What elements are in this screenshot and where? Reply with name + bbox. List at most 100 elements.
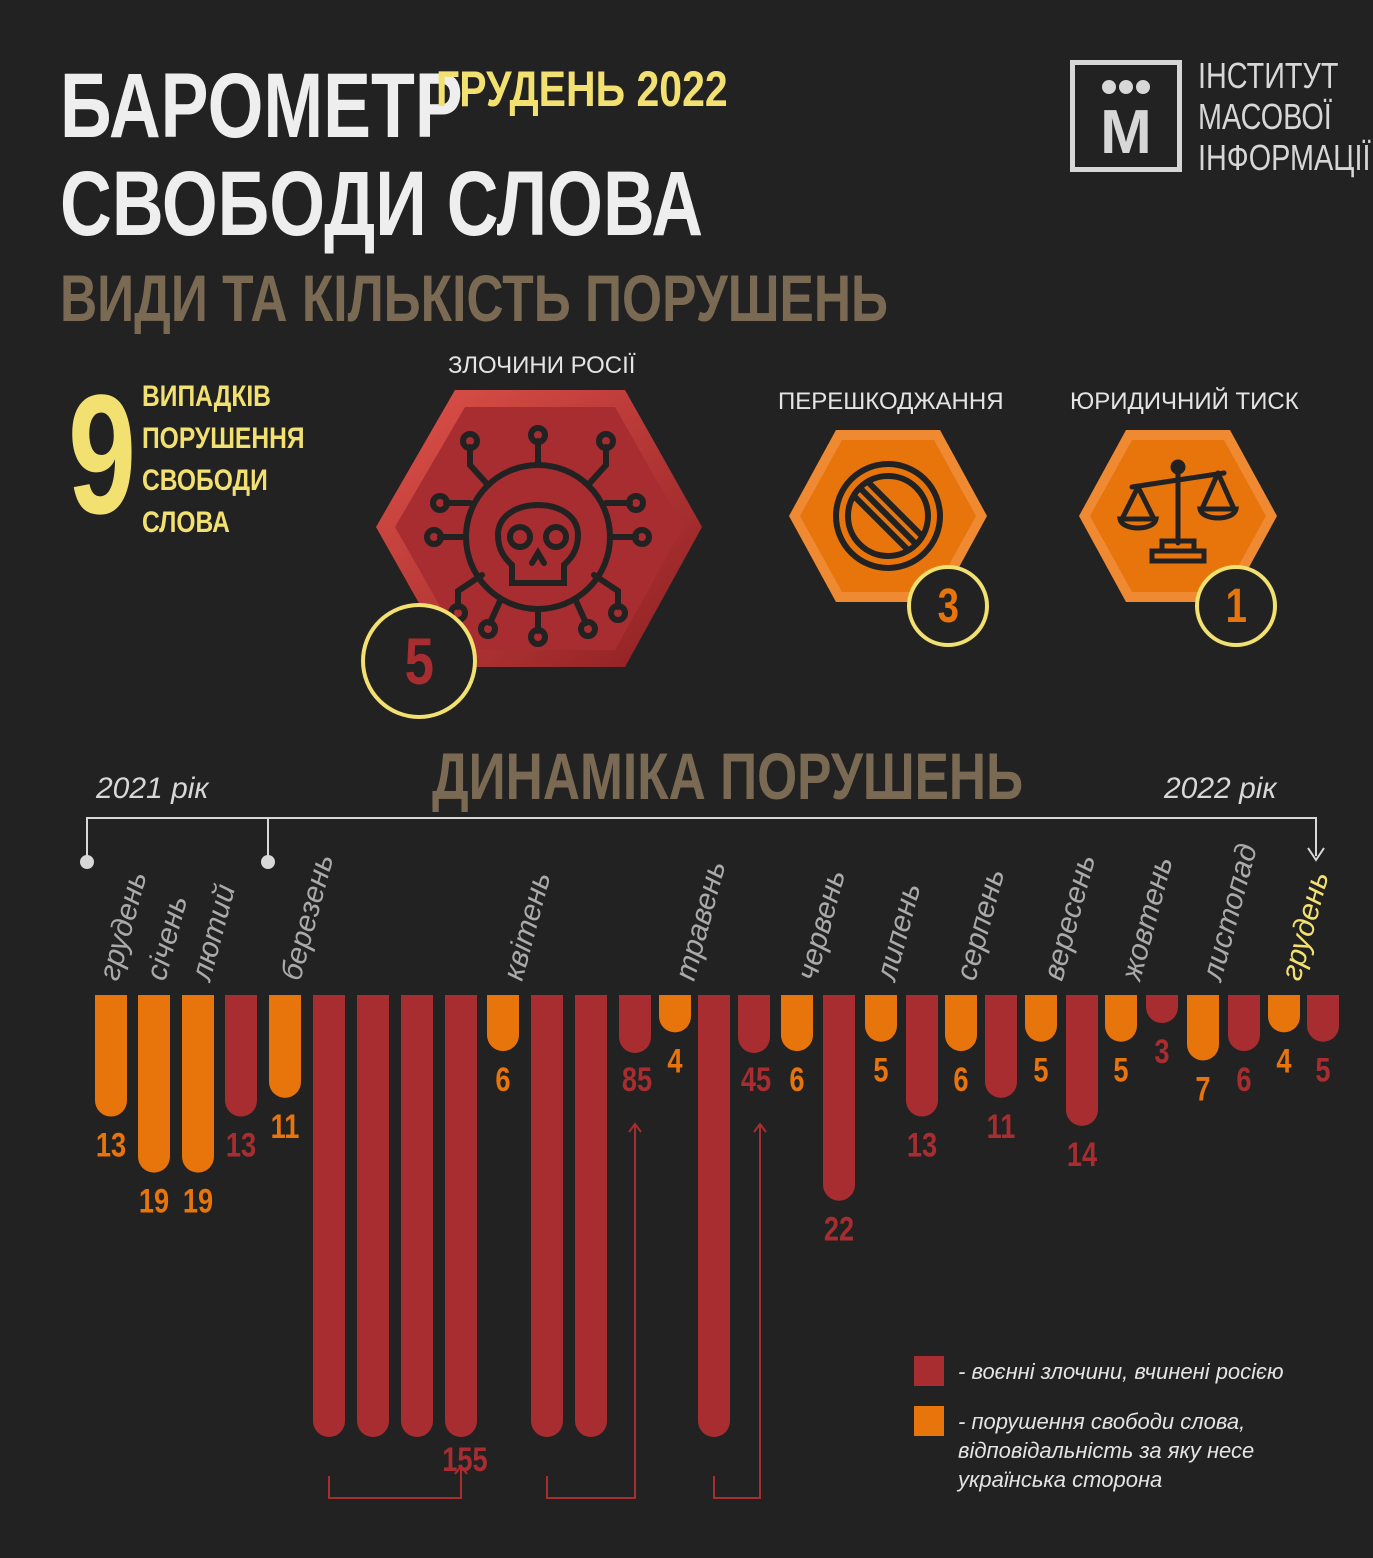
axis-break-connector-march	[328, 1476, 462, 1499]
value-label-19: 13	[907, 1126, 937, 1165]
logo-line-2: МАСОВОЇ	[1198, 96, 1332, 137]
violations-bar-травень-13	[659, 995, 691, 1033]
war-crimes-bar-травень-15	[738, 995, 770, 1053]
war-crimes-bar-вересень-23	[1066, 995, 1098, 1126]
war-crimes-bar-грудень-29	[1307, 995, 1339, 1042]
obstruction-count-badge: 3	[907, 565, 989, 647]
month-label-5: травень	[669, 857, 732, 983]
violations-bar-листопад-26	[1187, 995, 1219, 1061]
logo-mark: М	[1070, 60, 1182, 172]
war-crimes-bar-березень-8	[445, 995, 477, 1437]
summary-line-2: ПОРУШЕННЯ	[142, 422, 305, 455]
war-crimes-bar-квітень-12	[619, 995, 651, 1053]
russia-crimes-count-badge: 5	[361, 603, 477, 719]
russia-crimes-hexagon	[376, 390, 702, 667]
violations-bar-лютий-2	[182, 995, 214, 1173]
war-crimes-bar-лютий-3	[225, 995, 257, 1117]
legal-pressure-hexagon	[1079, 430, 1277, 602]
violations-bar-жовтень-24	[1105, 995, 1137, 1042]
summary-line-3: СВОБОДИ	[142, 464, 268, 497]
value-label-3: 13	[226, 1126, 256, 1165]
logo-line-1: ІНСТИТУТ	[1198, 55, 1339, 96]
month-label-3: березень	[275, 851, 340, 984]
month-label-2: лютий	[184, 880, 242, 985]
category-russia-crimes-label: ЗЛОЧИНИ РОСІЇ	[448, 352, 636, 379]
violations-bar-грудень-28	[1268, 995, 1300, 1033]
month-label-6: червень	[791, 866, 852, 984]
war-crimes-bar-жовтень-25	[1146, 995, 1178, 1024]
violations-bar-серпень-20	[945, 995, 977, 1052]
value-label-15: 45	[741, 1060, 771, 1099]
value-label-17: 22	[824, 1210, 854, 1249]
war-crimes-bar-листопад-27	[1228, 995, 1260, 1052]
title-line-2: СВОБОДИ СЛОВА	[60, 153, 704, 255]
value-label-29: 5	[1315, 1051, 1330, 1090]
legal-pressure-count-badge: 1	[1195, 565, 1277, 647]
month-label-11: листопад	[1195, 840, 1264, 985]
violations-bar-липень-18	[865, 995, 897, 1042]
value-label-18: 5	[873, 1051, 888, 1090]
year-2022-label: 2022 рік	[1164, 772, 1277, 805]
war-crimes-bar-травень-14	[698, 995, 730, 1437]
break-arrow-may	[753, 1122, 767, 1498]
legend-label-war-crimes: - воєнні злочини, вчинені росією	[958, 1359, 1284, 1384]
violations-bar-квітень-9	[487, 995, 519, 1052]
value-label-22: 5	[1033, 1051, 1048, 1090]
category-obstruction-label: ПЕРЕШКОДЖАННЯ	[778, 388, 1004, 415]
summary-line-4: СЛОВА	[142, 506, 230, 539]
period-label: ГРУДЕНЬ 2022	[436, 61, 728, 117]
timeline-arrow	[1307, 847, 1325, 862]
legal-pressure-count: 1	[1225, 579, 1247, 633]
scales-icon	[1117, 459, 1239, 564]
war-crimes-bar-квітень-11	[575, 995, 607, 1437]
logo-line-3: ІНФОРМАЦІЇ	[1198, 137, 1371, 178]
skull-virus-icon	[424, 425, 652, 647]
value-label-28: 4	[1276, 1041, 1291, 1080]
war-crimes-bar-березень-5	[313, 995, 345, 1437]
timeline-line	[86, 817, 1317, 862]
legend-label-violations-3: українська сторона	[958, 1467, 1163, 1492]
war-crimes-bar-червень-17	[823, 995, 855, 1201]
value-label-4: 11	[271, 1107, 300, 1146]
month-label-9: вересень	[1037, 851, 1102, 984]
violations-bar-вересень-22	[1025, 995, 1057, 1042]
value-label-13: 4	[667, 1041, 682, 1080]
violations-bar-січень-1	[138, 995, 170, 1173]
value-label-23: 14	[1067, 1135, 1097, 1174]
timeline-break-dot	[261, 855, 275, 869]
war-crimes-bar-березень-6	[357, 995, 389, 1437]
month-label-7: липень	[869, 880, 927, 986]
month-label-8: серпень	[950, 865, 1011, 984]
russia-crimes-count: 5	[404, 624, 434, 698]
subtitle: ВИДИ ТА КІЛЬКІСТЬ ПОРУШЕНЬ	[60, 261, 889, 335]
month-label-12: грудень	[1275, 868, 1336, 984]
value-label-27: 6	[1236, 1060, 1251, 1099]
legend-label-violations-2: відповідальність за яку несе	[958, 1438, 1255, 1463]
value-label-2: 19	[183, 1182, 213, 1221]
year-2021-label: 2021 рік	[96, 772, 209, 805]
logo-icon: М	[1100, 80, 1152, 167]
break-arrow-march	[454, 1464, 468, 1476]
timeline-start-dot	[80, 855, 94, 869]
month-label-10: жовтень	[1114, 853, 1179, 986]
value-label-26: 7	[1195, 1070, 1210, 1109]
title-line-1: БАРОМЕТР	[60, 55, 463, 157]
dynamics-title: ДИНАМІКА ПОРУШЕНЬ	[432, 739, 1024, 813]
violations-bar-червень-16	[781, 995, 813, 1052]
break-arrow-april	[628, 1122, 642, 1498]
summary-line-1: ВИПАДКІВ	[142, 380, 271, 413]
war-crimes-bar-липень-19	[906, 995, 938, 1117]
axis-break-connector-april	[546, 1476, 636, 1499]
logo-letter: М	[1100, 98, 1152, 167]
prohibited-icon	[833, 461, 943, 571]
value-label-12: 85	[622, 1060, 652, 1099]
value-label-1: 19	[139, 1182, 169, 1221]
obstruction-count: 3	[937, 579, 959, 633]
war-crimes-bar-березень-7	[401, 995, 433, 1437]
legend-label-violations-1: - порушення свободи слова,	[958, 1409, 1246, 1434]
value-label-9: 6	[495, 1060, 510, 1099]
value-label-0: 13	[96, 1126, 126, 1165]
violations-bar-грудень-0	[95, 995, 127, 1117]
value-label-16: 6	[789, 1060, 804, 1099]
